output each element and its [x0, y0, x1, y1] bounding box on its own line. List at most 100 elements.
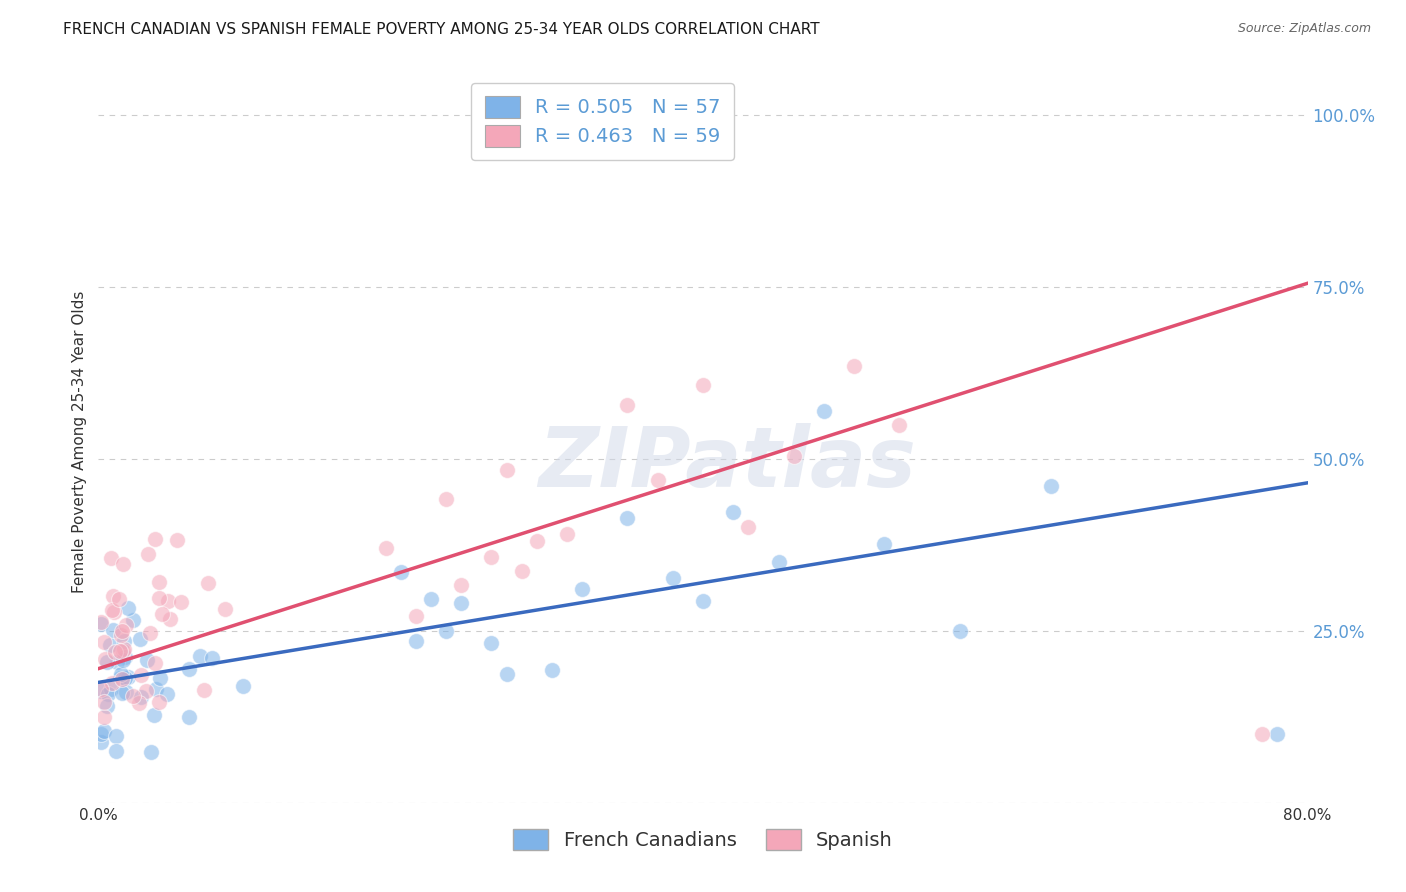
Point — [117, 600, 139, 615]
Point — [844, 359, 866, 373]
Point — [90, 727, 112, 741]
Point — [142, 707, 165, 722]
Point — [90, 615, 112, 630]
Point — [111, 558, 134, 572]
Point — [100, 681, 122, 696]
Point — [150, 607, 173, 621]
Point — [450, 578, 472, 592]
Point — [405, 608, 427, 623]
Point — [873, 537, 896, 551]
Text: ZIPatlas: ZIPatlas — [538, 423, 917, 504]
Point — [450, 596, 472, 610]
Point — [105, 655, 128, 669]
Point — [389, 565, 412, 579]
Point — [93, 695, 115, 709]
Point — [103, 589, 125, 603]
Point — [1251, 727, 1274, 741]
Point — [177, 662, 200, 676]
Point — [374, 541, 396, 555]
Point — [188, 649, 211, 664]
Point — [692, 377, 714, 392]
Point — [135, 684, 157, 698]
Point — [93, 635, 115, 649]
Point — [129, 668, 152, 682]
Point — [96, 655, 118, 669]
Point — [115, 684, 138, 698]
Point — [193, 683, 215, 698]
Point — [495, 666, 517, 681]
Point — [138, 625, 160, 640]
Point — [495, 463, 517, 477]
Point — [100, 551, 122, 566]
Point — [90, 616, 112, 631]
Point — [101, 675, 124, 690]
Point — [737, 520, 759, 534]
Point — [148, 695, 170, 709]
Point — [114, 671, 136, 685]
Point — [434, 492, 457, 507]
Point — [813, 403, 835, 417]
Point — [1039, 479, 1062, 493]
Point — [434, 624, 457, 639]
Text: Source: ZipAtlas.com: Source: ZipAtlas.com — [1237, 22, 1371, 36]
Point — [98, 639, 121, 653]
Point — [156, 687, 179, 701]
Point — [148, 591, 170, 605]
Point — [723, 505, 745, 519]
Point — [214, 602, 236, 616]
Text: FRENCH CANADIAN VS SPANISH FEMALE POVERTY AMONG 25-34 YEAR OLDS CORRELATION CHAR: FRENCH CANADIAN VS SPANISH FEMALE POVERT… — [63, 22, 820, 37]
Point — [232, 679, 254, 693]
Point — [1267, 727, 1289, 741]
Point — [107, 591, 129, 606]
Point — [148, 575, 170, 590]
Point — [616, 398, 638, 412]
Point — [481, 636, 503, 650]
Legend: French Canadians, Spanish: French Canadians, Spanish — [505, 822, 901, 858]
Point — [111, 653, 134, 667]
Point — [143, 657, 166, 671]
Point — [136, 547, 159, 561]
Point — [104, 645, 127, 659]
Point — [586, 108, 609, 122]
Point — [201, 651, 224, 665]
Point — [104, 743, 127, 757]
Point — [143, 532, 166, 546]
Point — [90, 682, 112, 697]
Point — [571, 582, 593, 597]
Point — [122, 613, 145, 627]
Point — [145, 681, 167, 696]
Point — [111, 672, 134, 686]
Point — [96, 699, 118, 714]
Point — [616, 510, 638, 524]
Point — [94, 652, 117, 666]
Point — [129, 632, 152, 647]
Point — [112, 642, 135, 657]
Point — [156, 593, 179, 607]
Point — [111, 624, 134, 638]
Point — [647, 473, 669, 487]
Point — [405, 634, 427, 648]
Y-axis label: Female Poverty Among 25-34 Year Olds: Female Poverty Among 25-34 Year Olds — [72, 291, 87, 592]
Point — [112, 634, 135, 648]
Point — [481, 549, 503, 564]
Point — [101, 603, 124, 617]
Point — [108, 644, 131, 658]
Point — [692, 593, 714, 607]
Point — [136, 653, 159, 667]
Point — [510, 565, 533, 579]
Point — [122, 689, 145, 703]
Point — [114, 650, 136, 665]
Point — [166, 533, 188, 548]
Point — [661, 571, 683, 585]
Point — [97, 687, 120, 701]
Point — [93, 724, 115, 739]
Point — [90, 684, 112, 698]
Point — [420, 591, 443, 606]
Point — [555, 527, 578, 541]
Point — [93, 710, 115, 724]
Point — [117, 671, 139, 685]
Point — [526, 533, 548, 548]
Point — [768, 555, 790, 569]
Point — [115, 617, 138, 632]
Point — [783, 450, 806, 464]
